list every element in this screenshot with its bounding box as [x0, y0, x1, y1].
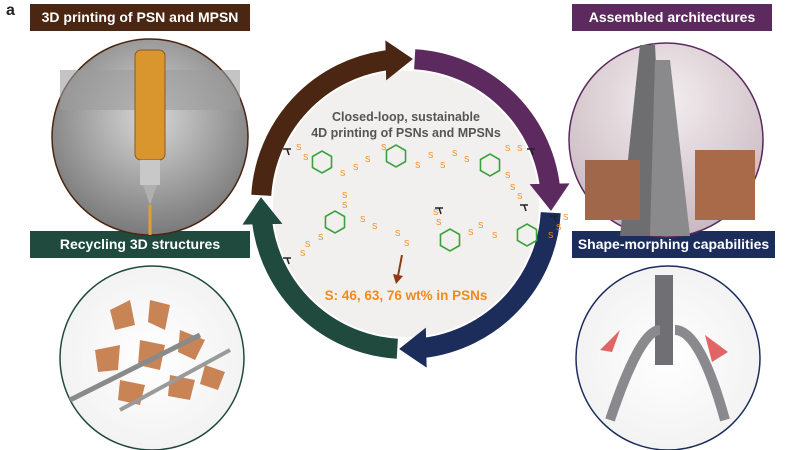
center-title-line2: 4D printing of PSNs and MPSNs	[311, 126, 501, 140]
sulfur-atom-label: S	[505, 171, 510, 180]
banner-recycling: Recycling 3D structures	[30, 231, 250, 258]
sulfur-atom-label: S	[342, 191, 347, 200]
sulfur-atom-label: S	[372, 222, 377, 231]
benzene-ring	[516, 223, 538, 247]
sulfur-atom-label: S	[300, 249, 305, 258]
center-title-line1: Closed-loop, sustainable	[332, 110, 480, 124]
sulfur-atom-label: S	[468, 228, 473, 237]
cycle-ring	[242, 40, 570, 368]
arc-top-right	[413, 49, 560, 188]
arrowhead-icon	[393, 274, 403, 284]
arc-bottom-left	[252, 220, 399, 359]
panel-label: a	[6, 2, 15, 19]
sulfur-atom-label: S	[517, 192, 522, 201]
sulfur-atom-label: S	[492, 231, 497, 240]
sulfur-atom-label: S	[548, 231, 553, 240]
architecture-photo	[568, 42, 764, 238]
sulfur-atom-label: S	[563, 213, 568, 222]
cycle-arrowhead-icon	[529, 183, 570, 211]
shape-morphing-photo	[575, 265, 761, 450]
benzene-ring	[385, 144, 407, 168]
sulfur-atom-label: S	[353, 163, 358, 172]
arrow-down-icon	[397, 254, 403, 277]
sulfur-atom-label: S	[360, 215, 365, 224]
sulfur-atom-label: S	[303, 153, 308, 162]
sulfur-atom-label: S	[452, 149, 457, 158]
banner-assembled-architectures: Assembled architectures	[572, 4, 772, 31]
chain-end-icon	[283, 148, 291, 156]
sulfur-atom-label: S	[428, 151, 433, 160]
cycle-arrowhead-icon	[399, 327, 427, 368]
benzene-ring	[324, 210, 346, 234]
sulfur-atom-label: S	[318, 233, 323, 242]
chain-end-icon	[527, 148, 535, 156]
sulfur-atom-label: S	[296, 143, 301, 152]
benzene-ring	[311, 150, 333, 174]
sulfur-atom-label: S	[505, 144, 510, 153]
sulfur-atom-label: S	[433, 208, 438, 217]
chain-end-icon	[550, 215, 558, 223]
sulfur-atom-label: S	[381, 143, 386, 152]
chain-end-icon	[520, 204, 528, 212]
benzene-ring	[479, 153, 501, 177]
sulfur-atom-label: S	[478, 221, 483, 230]
sulfur-atom-label: S	[395, 229, 400, 238]
sulfur-atom-label: S	[517, 144, 522, 153]
sulfur-atom-label: S	[415, 161, 420, 170]
sulfur-atom-label: S	[404, 239, 409, 248]
sulfur-atom-label: S	[342, 201, 347, 210]
sulfur-atom-label: S	[440, 161, 445, 170]
sulfur-atom-label: S	[556, 223, 561, 232]
benzene-ring	[439, 228, 461, 252]
sulfur-atom-label: S	[305, 240, 310, 249]
sulfur-atom-label: S	[436, 218, 441, 227]
arc-bottom-right	[422, 211, 561, 358]
chain-end-icon	[283, 257, 291, 265]
recycling-photo	[59, 265, 245, 450]
center-disc	[273, 71, 539, 337]
sulfur-atom-label: S	[464, 155, 469, 164]
printing-photo	[51, 38, 249, 236]
cycle-arrowhead-icon	[242, 197, 283, 225]
banner-3d-printing: 3D printing of PSN and MPSN	[30, 4, 250, 31]
sulfur-atom-label: S	[340, 169, 345, 178]
sulfur-atom-label: S	[510, 183, 515, 192]
arc-top-left	[251, 50, 390, 197]
chain-end-icon	[435, 207, 443, 215]
sulfur-content-label: S: 46, 63, 76 wt% in PSNs	[325, 288, 488, 303]
sulfur-atom-label: S	[365, 155, 370, 164]
cycle-arrowhead-icon	[385, 40, 413, 81]
